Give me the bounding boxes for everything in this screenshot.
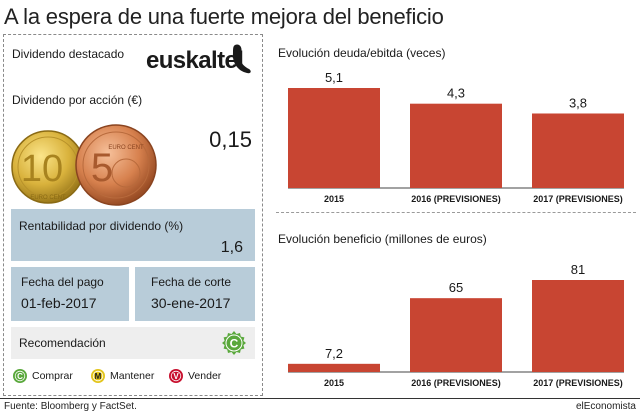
legend-sell-letter: V [173, 372, 179, 381]
category-label-3: 2017 (PREVISIONES) [533, 378, 623, 388]
pay-date-value: 01-feb-2017 [21, 295, 97, 311]
panel-heading: Dividendo destacado [12, 47, 125, 61]
category-label-1: 2015 [324, 378, 344, 388]
category-label-3: 2017 (PREVISIONES) [533, 194, 623, 204]
category-label-2: 2016 (PREVISIONES) [411, 378, 501, 388]
legend-sell-icon: V [169, 369, 183, 383]
legend-sell-label: Vender [188, 370, 222, 382]
footer-publisher: elEconomista [575, 401, 636, 412]
data-label-2: 4,3 [447, 86, 465, 101]
data-label-1: 5,1 [325, 70, 343, 85]
cut-date-box: Fecha de corte 30-ene-2017 [135, 267, 255, 321]
legend-item-hold: M Mantener [90, 368, 154, 384]
yield-box: Rentabilidad por dividendo (%) 1,6 [11, 209, 255, 261]
dividend-label: Dividendo por acción (€) [12, 93, 143, 107]
chart-profit-title: Evolución beneficio (millones de euros) [278, 232, 487, 246]
dividend-value: 0,15 [209, 127, 252, 152]
euskaltel-logo-icon [232, 44, 251, 74]
coin-5-text: 5 [91, 146, 113, 190]
category-label-1: 2015 [324, 194, 344, 204]
legend-item-buy: C Comprar [12, 368, 73, 384]
recommendation-legend: C Comprar M Mantener V Vender [12, 368, 262, 388]
bar-2 [410, 103, 502, 188]
bar-1 [288, 88, 380, 188]
pay-date-label: Fecha del pago [21, 275, 104, 289]
legend-hold-letter: M [95, 372, 102, 381]
footer-rule [0, 398, 640, 399]
buy-badge-icon: C [222, 331, 246, 355]
recommendation-box: Recomendación C [11, 327, 255, 359]
coin-10-caption: EURO CENT [30, 195, 66, 201]
category-label-2: 2016 (PREVISIONES) [411, 194, 501, 204]
coin-10-text: 10 [21, 148, 63, 190]
legend-item-sell: V Vender [168, 368, 221, 384]
buy-badge-letter: C [230, 337, 239, 351]
bar-3 [532, 113, 624, 188]
cut-date-value: 30-ene-2017 [151, 295, 231, 311]
bar-3 [532, 280, 624, 372]
data-label-2: 65 [449, 280, 463, 295]
data-label-3: 81 [571, 262, 585, 277]
recommendation-label: Recomendación [19, 336, 106, 350]
legend-hold-label: Mantener [110, 370, 155, 382]
bar-1 [288, 363, 380, 372]
euro-coins-icon: 10 EURO CENT 5 EURO CENT [11, 124, 157, 206]
legend-buy-icon: C [13, 369, 27, 383]
brand-logo-text: euskaltel [146, 47, 244, 74]
yield-label: Rentabilidad por dividendo (%) [19, 219, 184, 233]
chart-separator [276, 212, 636, 213]
legend-buy-label: Comprar [32, 370, 73, 382]
page-title: A la espera de una fuerte mejora del ben… [4, 4, 444, 29]
data-label-3: 3,8 [569, 95, 587, 110]
bar-2 [410, 298, 502, 372]
legend-buy-letter: C [17, 372, 23, 381]
pay-date-box: Fecha del pago 01-feb-2017 [11, 267, 129, 321]
cut-date-label: Fecha de corte [151, 275, 232, 289]
legend-hold-icon: M [91, 369, 105, 383]
footer-source: Fuente: Bloomberg y FactSet. [4, 401, 137, 412]
coin-5-caption: EURO CENT [108, 145, 144, 151]
chart-profit: 7,2 2015 65 2016 (PREVISIONES) 81 2017 (PREVI… [288, 262, 624, 388]
data-label-1: 7,2 [325, 346, 343, 361]
chart-debt-title: Evolución deuda/ebitda (veces) [278, 46, 446, 60]
chart-debt: 5,1 2015 4,3 2016 (PREVISIONES) 3,8 2017 (PRE… [288, 70, 624, 204]
yield-value: 1,6 [220, 239, 243, 256]
dividend-panel: Dividendo destacado euskaltel Dividendo … [3, 34, 263, 396]
